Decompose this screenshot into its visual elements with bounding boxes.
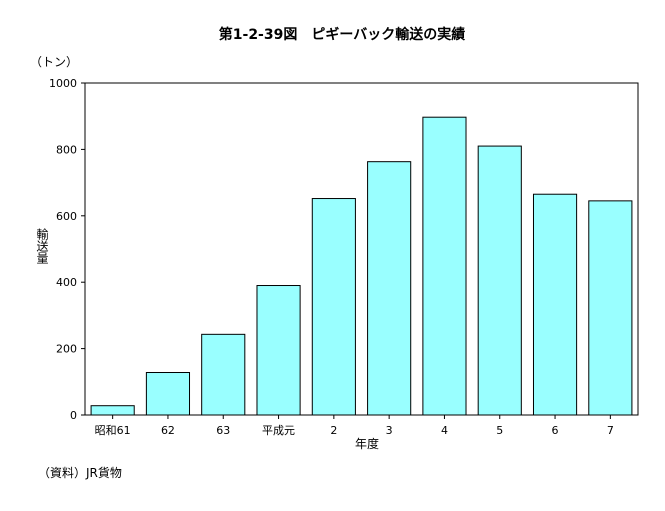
bar-9: [588, 200, 633, 416]
x-tick-label: 6: [552, 424, 559, 437]
bar-4: [311, 198, 356, 416]
x-tick-label: 5: [496, 424, 503, 437]
x-axis-label: 年度: [355, 436, 379, 451]
bar-1: [145, 372, 191, 416]
x-tick-label: 62: [161, 424, 175, 437]
bar-2: [201, 333, 246, 416]
unit-label: （トン）: [30, 55, 78, 69]
y-axis: 0 200 400 600 800 1000: [49, 77, 85, 422]
x-tick-label: 平成元: [262, 424, 295, 437]
bar-6: [422, 116, 467, 416]
y-tick-label: 0: [70, 409, 77, 422]
bar-series: [90, 116, 633, 416]
x-tick-label: 昭和61: [95, 424, 131, 437]
x-tick-label: 3: [386, 424, 393, 437]
y-tick-label: 200: [56, 343, 77, 356]
x-tick-label: 2: [330, 424, 337, 437]
y-tick-label: 600: [56, 210, 77, 223]
y-tick-label: 400: [56, 276, 77, 289]
y-tick-label: 1000: [49, 77, 77, 90]
x-tick-label: 63: [216, 424, 230, 437]
bar-3: [256, 285, 301, 416]
bar-5: [367, 161, 412, 416]
plot-frame: [84, 82, 639, 416]
y-axis-label: 輸送量: [35, 227, 49, 264]
bar-8: [532, 193, 578, 416]
y-tick-label: 800: [56, 143, 77, 156]
x-tick-label: 7: [607, 424, 614, 437]
x-tick-label: 4: [441, 424, 448, 437]
bar-0: [90, 405, 135, 416]
x-axis: 昭和61 62 63 平成元 2 3 4 5 6 7: [95, 415, 614, 437]
source-note: （資料）JR貨物: [38, 466, 122, 480]
bar-7: [477, 145, 522, 416]
chart-title: 第1-2-39図 ピギーバック輸送の実績: [219, 26, 465, 43]
